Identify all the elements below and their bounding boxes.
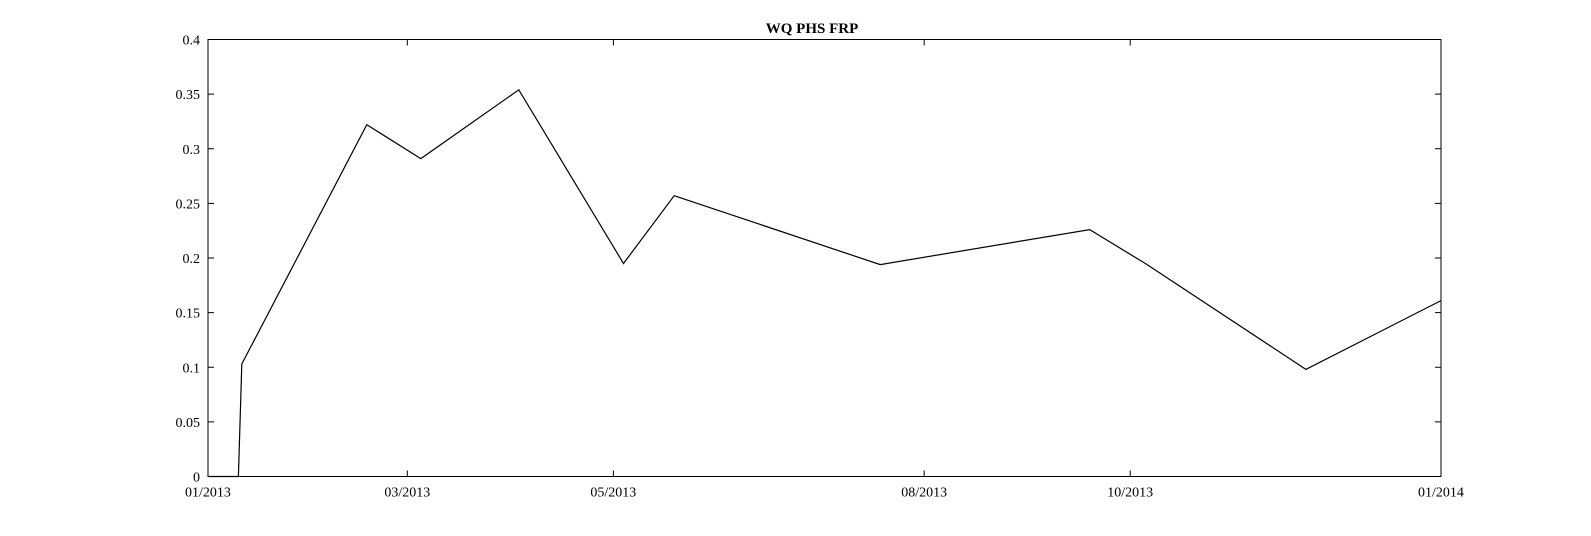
x-tick-label: 03/2013 [384,486,430,501]
series-line-frp [208,88,1442,478]
x-tick-label: 08/2013 [901,486,947,501]
plot-frame [207,39,1442,477]
x-tick-label: 01/2013 [185,486,231,501]
y-tick-label: 0.4 [183,34,201,49]
y-tick-label: 0.25 [176,197,201,212]
y-tick-label: 0 [193,471,200,486]
x-tick-label: 05/2013 [590,486,636,501]
x-tick-label: 01/2014 [1418,486,1464,501]
y-tick-label: 0.15 [176,307,201,322]
y-tick-label: 0.3 [183,143,201,158]
y-tick-label: 0.05 [176,416,201,431]
x-axis: 01/2013 03/2013 05/2013 08/2013 10/2013 01/20… [185,39,1464,501]
chart-title: WQ PHS FRP [766,21,859,37]
y-tick-label: 0.2 [183,252,201,267]
y-tick-label: 0.1 [183,361,201,376]
y-axis: 0 0.05 0.1 0.15 0.2 0.25 0.3 0.35 0.4 [176,34,1441,486]
x-tick-label: 10/2013 [1107,486,1153,501]
y-tick-label: 0.35 [176,88,201,103]
